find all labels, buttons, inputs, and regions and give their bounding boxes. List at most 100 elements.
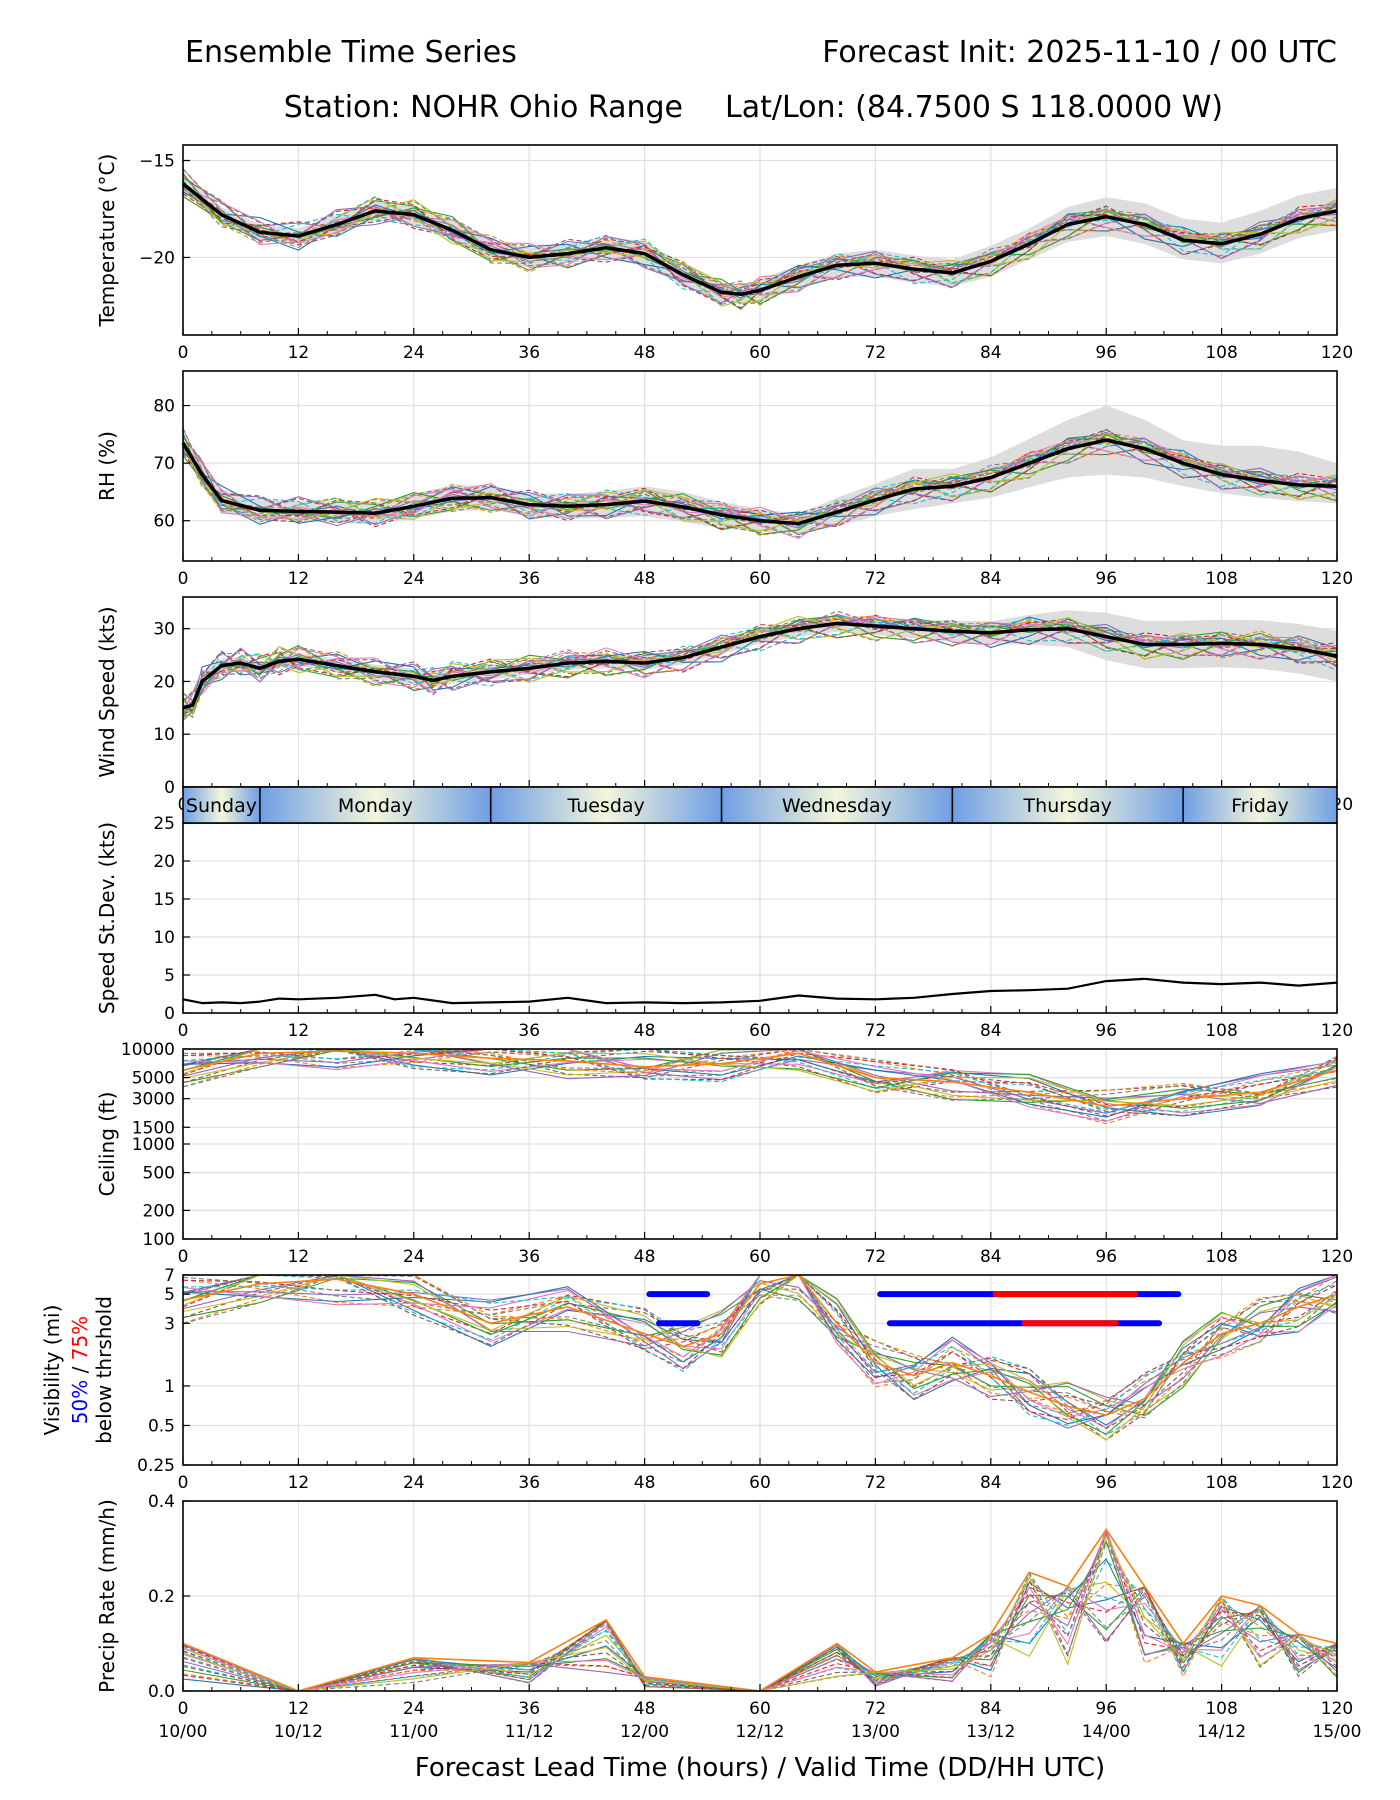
x-tick-label: 60 (749, 1021, 771, 1041)
x-tick-label: 48 (634, 1473, 656, 1493)
ensemble-mean-line (181, 438, 1338, 526)
ensemble-member-line (182, 1588, 1338, 1692)
day-segment (183, 787, 260, 823)
x-tick-label: 36 (518, 343, 540, 363)
ensemble-member-line (182, 428, 1338, 525)
x-tick-label: 48 (634, 1699, 656, 1719)
y-axis-label: Speed St.Dev. (kts) (95, 822, 119, 1014)
x-tick-label: 0 (178, 343, 189, 363)
x-tick-label: 60 (749, 343, 771, 363)
day-segment (1183, 787, 1337, 823)
y-tick-label: 25 (153, 814, 175, 834)
x-tick-label: 84 (980, 1247, 1002, 1267)
ensemble-member-line (182, 613, 1338, 702)
day-bar-frame (182, 786, 1338, 824)
x-tick-label: 72 (865, 343, 887, 363)
x-tick-label: 12 (288, 343, 310, 363)
y-tick-label: 5 (164, 966, 175, 986)
x-axis-label: Forecast Lead Time (hours) / Valid Time … (415, 1753, 1105, 1783)
ensemble-member-line (182, 440, 1338, 527)
x-tick-label: 120 (1321, 1021, 1353, 1041)
title-right: Forecast Init: 2025-11-10 / 00 UTC (822, 35, 1337, 70)
day-segment (952, 787, 1184, 823)
x-tick-label: 72 (865, 1021, 887, 1041)
ensemble-member-line (182, 435, 1338, 535)
y-tick-label: 0.4 (148, 1492, 175, 1512)
station-label: Station: NOHR Ohio Range (284, 90, 683, 125)
series-line (182, 1050, 1338, 1107)
x-tick-label: 36 (518, 1473, 540, 1493)
y-axis-label: Visibility (mi) (40, 1305, 64, 1436)
x-tick-label: 108 (1205, 1699, 1237, 1719)
x-tick-label: 108 (1205, 343, 1237, 363)
ensemble-member-line (182, 1048, 1338, 1108)
y-tick-label: 0.25 (137, 1456, 175, 1476)
panel-visibility: 0 12 24 36 48 60 72 84 96 108 120 0.25 0.5 1 3 57 Visibi… (40, 1266, 1353, 1493)
x-tick-label: 108 (1205, 569, 1237, 589)
x-tick-label: 0 (178, 1021, 189, 1041)
day-label: Thursday (1023, 795, 1112, 817)
x-tick-label: 24 (403, 569, 425, 589)
y-axis-label: Ceiling (ft) (95, 1092, 119, 1197)
y-tick-label: 0.0 (148, 1682, 175, 1702)
x-tick-label: 60 (749, 1699, 771, 1719)
ensemble-member-line (182, 1274, 1338, 1426)
title-left: Ensemble Time Series (185, 35, 517, 70)
x-tick-label: 84 (980, 1021, 1002, 1041)
ensemble-member-line (182, 1585, 1338, 1692)
y-tick-label: 1500 (132, 1118, 175, 1138)
x-tick-label: 24 (403, 1699, 425, 1719)
x-tick-label: 108 (1205, 1021, 1237, 1041)
y-tick-label: 100 (143, 1230, 175, 1250)
ensemble-member-line (182, 1274, 1338, 1426)
x-tick-label: 96 (1095, 1247, 1117, 1267)
x-tick-label: 60 (749, 1473, 771, 1493)
day-label: Monday (338, 795, 413, 817)
threshold-legend-text: below thrshold (92, 1296, 116, 1444)
y-tick-label: 70 (153, 454, 175, 474)
y-tick-label: 20 (153, 852, 175, 872)
x-tick-label: 108 (1205, 1473, 1237, 1493)
panel-ceiling: 0 12 24 36 48 60 72 84 96 108 120 100 200 500 10001500… (95, 1040, 1353, 1267)
ensemble-member-line (182, 618, 1338, 719)
ensemble-member-line (182, 1274, 1338, 1429)
y-axis-label: Wind Speed (kts) (95, 606, 119, 777)
ensemble-member-line (182, 1586, 1338, 1692)
ensemble-member-line (182, 1588, 1338, 1692)
day-label: Tuesday (566, 795, 644, 817)
x-tick-label: 48 (634, 343, 656, 363)
y-tick-label: 500 (143, 1164, 175, 1184)
x-tick-label: 24 (403, 1021, 425, 1041)
ensemble-member-line (182, 1274, 1338, 1441)
ensemble-member-line (182, 1586, 1338, 1692)
series-line (182, 977, 1338, 1005)
ensemble-member-line (182, 442, 1338, 527)
valid-time-label: 14/12 (1197, 1722, 1246, 1742)
x-tick-label: 0 (178, 1473, 189, 1493)
x-tick-label: 60 (749, 1247, 771, 1267)
x-tick-label: 48 (634, 1021, 656, 1041)
y-tick-label: 0.2 (148, 1587, 175, 1607)
x-tick-label: 60 (749, 569, 771, 589)
x-tick-label: 0 (178, 569, 189, 589)
y-tick-label: 0 (164, 1004, 175, 1024)
ensemble-member-line (182, 1048, 1338, 1117)
x-tick-label: 84 (980, 343, 1002, 363)
ensemble-member-line (182, 1274, 1338, 1406)
x-tick-label: 24 (403, 1247, 425, 1267)
x-tick-label: 72 (865, 1247, 887, 1267)
ensemble-member-line (182, 172, 1338, 305)
x-tick-label: 120 (1321, 1699, 1353, 1719)
ensemble-member-line (182, 1274, 1338, 1441)
y-tick-label: 0.5 (148, 1416, 175, 1436)
y-tick-label: −20 (139, 248, 175, 268)
x-tick-label: 24 (403, 1473, 425, 1493)
day-bar: Sunday Monday Tuesday Wednesday Thursday Frid… (182, 786, 1338, 824)
ensemble-member-line (182, 1048, 1338, 1122)
x-tick-label: 72 (865, 1699, 887, 1719)
ensemble-member-line (182, 1274, 1338, 1429)
ensemble-member-line (182, 427, 1338, 538)
ensemble-member-line (182, 168, 1338, 295)
ensemble-member-line (182, 1274, 1338, 1418)
x-tick-label: 84 (980, 1473, 1002, 1493)
